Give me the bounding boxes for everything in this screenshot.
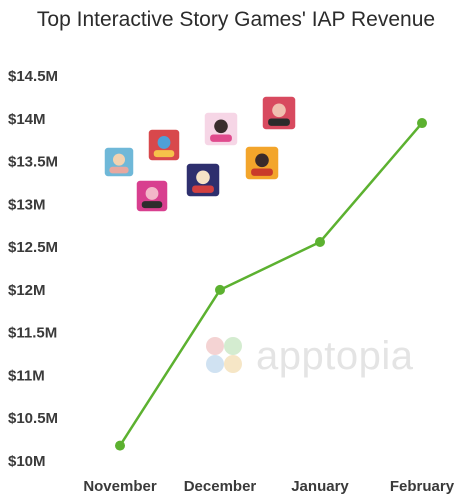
data-point: [215, 284, 225, 295]
icon-4-icon: [185, 162, 221, 198]
apptopia-watermark: apptopia: [206, 334, 414, 378]
series-group: [115, 118, 427, 451]
data-point: [417, 118, 427, 129]
x-axis-ticks: November December January February: [83, 478, 454, 495]
y-tick-label: $10M: [8, 453, 46, 470]
y-tick-label: $14M: [8, 111, 46, 128]
y-tick-label: $11M: [8, 367, 45, 384]
icon-7-icon: [244, 145, 280, 181]
x-tick-label: December: [184, 478, 257, 495]
chart-title: Top Interactive Story Games' IAP Revenue: [37, 8, 435, 31]
icon-5-icon: [203, 111, 239, 147]
icon-1-icon: [103, 146, 135, 178]
apptopia-logo-icon: [206, 337, 242, 373]
y-tick-label: $13M: [8, 196, 46, 213]
app-icon-cluster: [103, 95, 297, 213]
y-axis-ticks: $10M $10.5M $11M $11.5M $12M $12.5M $13M $13.5M…: [8, 68, 58, 470]
series-line: [118, 121, 424, 447]
x-tick-label: February: [390, 478, 455, 495]
y-tick-label: $11.5M: [8, 325, 57, 342]
data-point: [315, 236, 325, 247]
x-tick-label: November: [83, 478, 157, 495]
y-tick-label: $10.5M: [8, 410, 58, 427]
y-tick-label: $13.5M: [8, 154, 58, 171]
data-point: [115, 440, 125, 451]
y-tick-label: $14.5M: [8, 68, 58, 85]
y-tick-label: $12M: [8, 282, 46, 299]
icon-2-icon: [147, 128, 181, 162]
x-tick-label: January: [291, 478, 349, 495]
y-tick-label: $12.5M: [8, 239, 58, 256]
icon-6-icon: [261, 95, 297, 131]
icon-3-icon: [135, 179, 169, 213]
watermark-text: apptopia: [256, 334, 414, 378]
